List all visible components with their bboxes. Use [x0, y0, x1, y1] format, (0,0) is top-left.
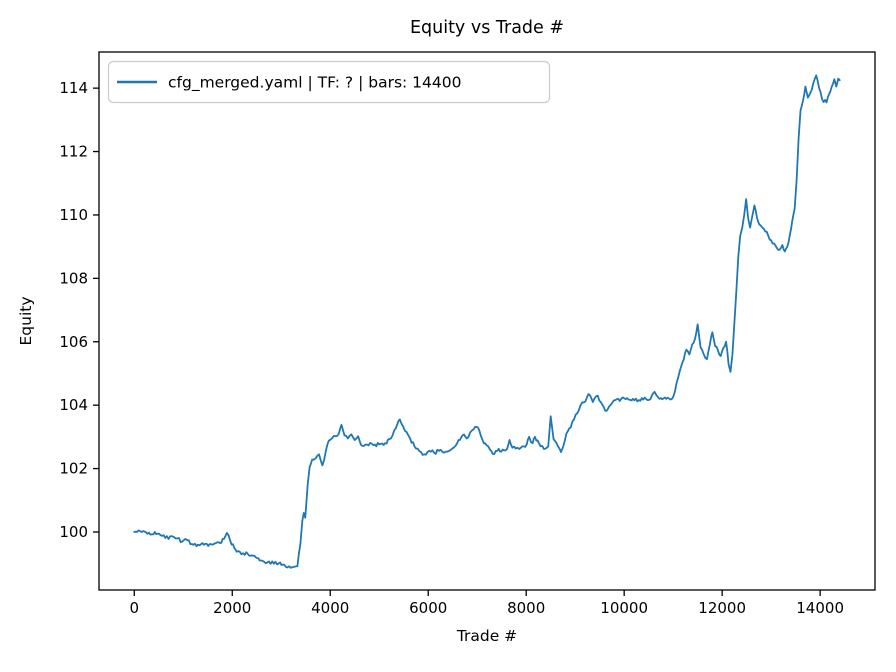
- equity-line-series: [133, 74, 841, 569]
- x-axis-ticks: 0 2000 4000 6000 8000 10000 12000 14000: [129, 590, 844, 617]
- legend: cfg_merged.yaml | TF: ? | bars: 14400: [107, 60, 551, 104]
- x-tick-label: 6000: [409, 599, 447, 617]
- x-tick-label: 12000: [698, 599, 746, 617]
- y-axis-ticks: 100 102 104 106 108 110 112 114: [59, 79, 99, 541]
- y-tick-label: 104: [59, 396, 88, 414]
- y-tick-label: 110: [59, 206, 88, 224]
- plot-border: [98, 51, 876, 591]
- x-tick-label: 0: [129, 599, 139, 617]
- chart-title: Equity vs Trade #: [410, 18, 564, 38]
- y-tick-label: 106: [59, 333, 88, 351]
- x-tick-label: 2000: [213, 599, 251, 617]
- y-tick-label: 112: [59, 143, 88, 161]
- y-tick-label: 102: [59, 460, 88, 478]
- x-axis-label: Trade #: [456, 627, 517, 645]
- x-tick-label: 8000: [507, 599, 545, 617]
- x-tick-label: 10000: [600, 599, 648, 617]
- y-tick-label: 100: [59, 523, 88, 541]
- y-axis-label: Equity: [17, 296, 35, 345]
- x-tick-label: 14000: [796, 599, 844, 617]
- y-tick-label: 108: [59, 269, 88, 287]
- legend-box: [107, 60, 551, 104]
- y-tick-label: 114: [59, 79, 88, 97]
- x-tick-label: 4000: [311, 599, 349, 617]
- legend-label: cfg_merged.yaml | TF: ? | bars: 14400: [168, 74, 461, 93]
